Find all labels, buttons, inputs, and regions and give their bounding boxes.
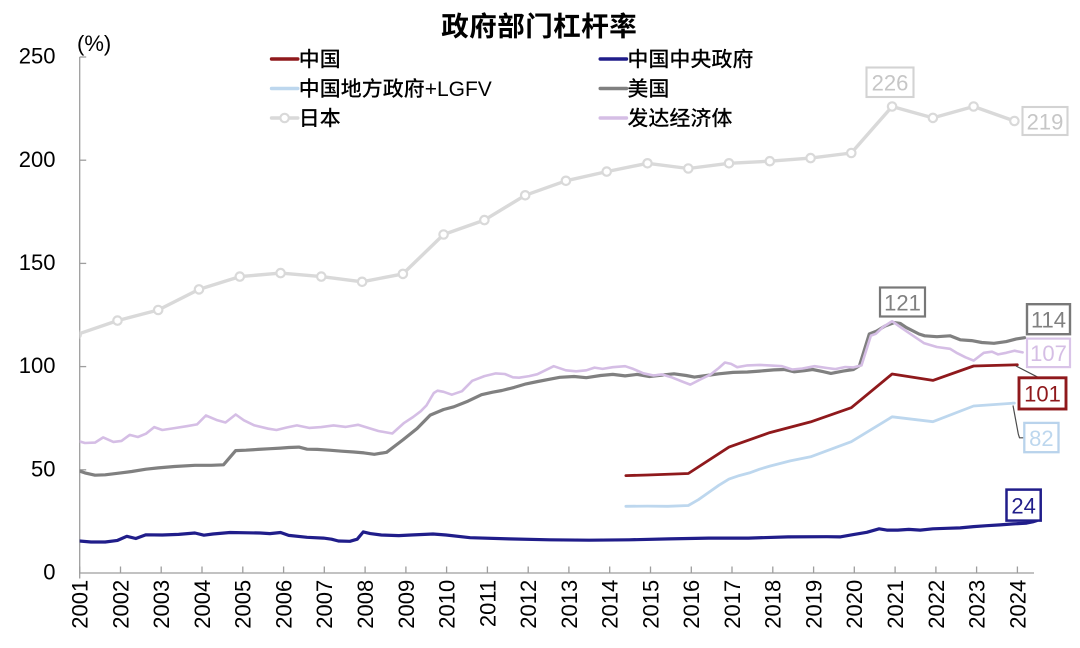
svg-text:2009: 2009 bbox=[394, 580, 419, 629]
svg-text:0: 0 bbox=[43, 560, 55, 585]
svg-text:2015: 2015 bbox=[638, 580, 663, 629]
svg-text:2007: 2007 bbox=[312, 580, 337, 629]
svg-text:(%): (%) bbox=[77, 31, 111, 56]
svg-text:2017: 2017 bbox=[720, 580, 745, 629]
svg-text:2004: 2004 bbox=[190, 580, 215, 629]
svg-text:+LGFV: +LGFV bbox=[425, 78, 492, 101]
svg-text:2014: 2014 bbox=[598, 580, 623, 629]
svg-text:2012: 2012 bbox=[516, 580, 541, 629]
svg-text:2002: 2002 bbox=[108, 580, 133, 629]
svg-text:2001: 2001 bbox=[68, 580, 93, 629]
svg-text:2003: 2003 bbox=[149, 580, 174, 629]
svg-text:121: 121 bbox=[884, 290, 921, 315]
svg-text:200: 200 bbox=[19, 147, 56, 172]
svg-text:2010: 2010 bbox=[435, 580, 460, 629]
svg-text:101: 101 bbox=[1024, 382, 1061, 407]
svg-text:2020: 2020 bbox=[842, 580, 867, 629]
svg-text:226: 226 bbox=[872, 71, 909, 96]
svg-text:24: 24 bbox=[1011, 493, 1035, 518]
svg-text:2019: 2019 bbox=[802, 580, 827, 629]
svg-text:150: 150 bbox=[19, 250, 56, 275]
svg-text:2005: 2005 bbox=[231, 580, 256, 629]
svg-text:100: 100 bbox=[19, 353, 56, 378]
svg-text:250: 250 bbox=[19, 44, 56, 69]
svg-text:2016: 2016 bbox=[679, 580, 704, 629]
svg-text:2022: 2022 bbox=[924, 580, 949, 629]
svg-text:219: 219 bbox=[1027, 109, 1064, 134]
svg-text:2013: 2013 bbox=[557, 580, 582, 629]
svg-text:2011: 2011 bbox=[475, 580, 500, 627]
svg-text:114: 114 bbox=[1031, 308, 1066, 333]
svg-text:2023: 2023 bbox=[965, 580, 990, 629]
svg-text:107: 107 bbox=[1030, 341, 1067, 366]
svg-text:50: 50 bbox=[31, 456, 55, 481]
svg-text:2021: 2021 bbox=[883, 580, 908, 629]
svg-text:2008: 2008 bbox=[353, 580, 378, 629]
svg-text:2024: 2024 bbox=[1005, 580, 1030, 629]
svg-text:2006: 2006 bbox=[271, 580, 296, 629]
svg-text:82: 82 bbox=[1029, 426, 1053, 451]
svg-text:2018: 2018 bbox=[761, 580, 786, 629]
